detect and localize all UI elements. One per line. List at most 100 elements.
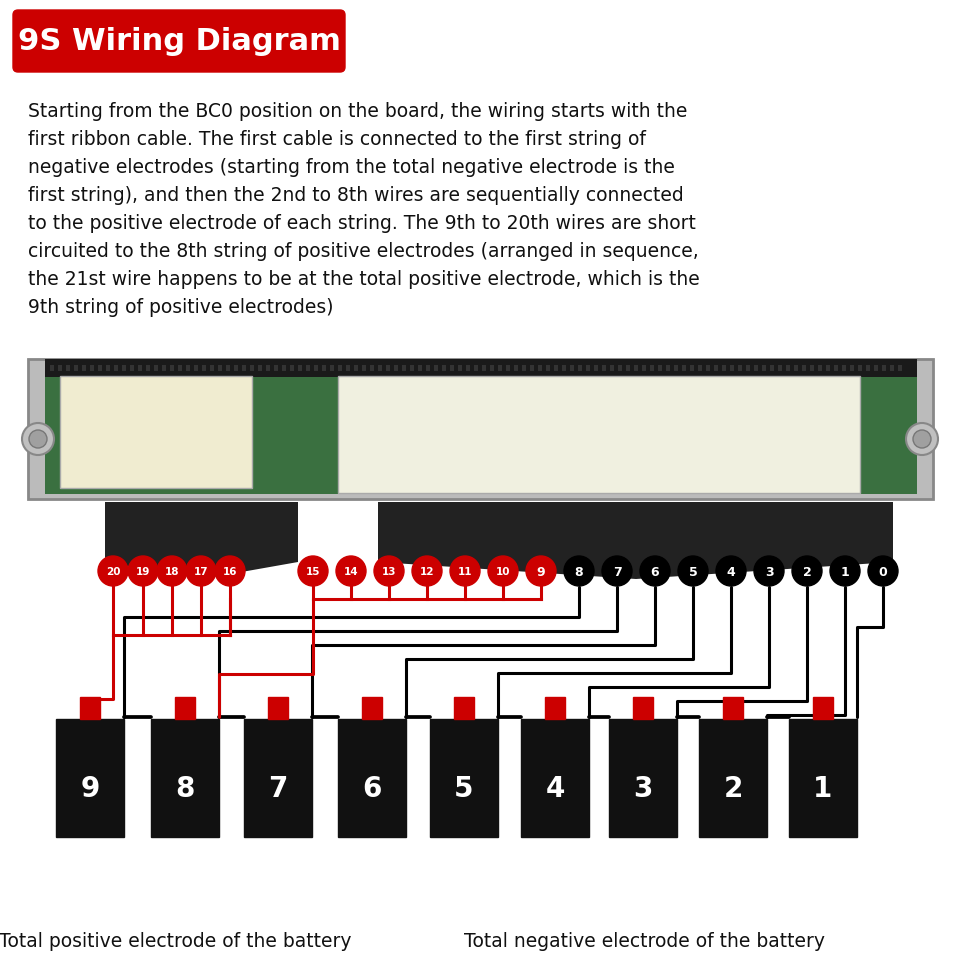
- Bar: [274, 366, 278, 372]
- Text: 3: 3: [634, 774, 653, 802]
- Bar: [813, 698, 833, 720]
- Bar: [850, 366, 854, 372]
- Bar: [58, 366, 62, 372]
- Bar: [130, 366, 134, 372]
- Text: 9th string of positive electrodes): 9th string of positive electrodes): [28, 297, 333, 316]
- Bar: [882, 366, 886, 372]
- Text: 4: 4: [727, 565, 735, 578]
- Text: 12: 12: [420, 566, 434, 577]
- Circle shape: [298, 557, 328, 586]
- Bar: [778, 366, 782, 372]
- Circle shape: [830, 557, 860, 586]
- Bar: [521, 720, 589, 837]
- Bar: [802, 366, 806, 372]
- Bar: [666, 366, 670, 372]
- Bar: [186, 366, 190, 372]
- Polygon shape: [105, 555, 298, 579]
- Text: first ribbon cable. The first cable is connected to the first string of: first ribbon cable. The first cable is c…: [28, 130, 646, 149]
- Bar: [394, 366, 398, 372]
- Circle shape: [754, 557, 784, 586]
- Bar: [322, 366, 326, 372]
- Bar: [746, 366, 750, 372]
- Text: 17: 17: [194, 566, 208, 577]
- Bar: [586, 366, 590, 372]
- Bar: [634, 366, 638, 372]
- Bar: [210, 366, 214, 372]
- Circle shape: [98, 557, 128, 586]
- Bar: [762, 366, 766, 372]
- Circle shape: [906, 423, 938, 456]
- Text: 5: 5: [688, 565, 697, 578]
- Bar: [538, 366, 542, 372]
- Bar: [170, 366, 174, 372]
- Text: 8: 8: [575, 565, 584, 578]
- Bar: [890, 366, 894, 372]
- Text: first string), and then the 2nd to 8th wires are sequentially connected: first string), and then the 2nd to 8th w…: [28, 186, 684, 205]
- Circle shape: [374, 557, 404, 586]
- Bar: [730, 366, 734, 372]
- Bar: [723, 698, 743, 720]
- Text: 16: 16: [223, 566, 237, 577]
- Bar: [90, 366, 94, 372]
- Text: 15: 15: [305, 566, 321, 577]
- Bar: [442, 366, 446, 372]
- Bar: [722, 366, 726, 372]
- Text: 1: 1: [841, 565, 850, 578]
- Bar: [562, 366, 566, 372]
- Bar: [330, 366, 334, 372]
- FancyBboxPatch shape: [338, 376, 860, 494]
- Bar: [151, 720, 219, 837]
- Text: the 21st wire happens to be at the total positive electrode, which is the: the 21st wire happens to be at the total…: [28, 270, 700, 289]
- Bar: [466, 366, 470, 372]
- Circle shape: [640, 557, 670, 586]
- Bar: [546, 366, 550, 372]
- Circle shape: [450, 557, 480, 586]
- Bar: [402, 366, 406, 372]
- Bar: [426, 366, 430, 372]
- Bar: [45, 359, 917, 377]
- Bar: [338, 720, 406, 837]
- Bar: [594, 366, 598, 372]
- Circle shape: [564, 557, 594, 586]
- Bar: [530, 366, 534, 372]
- Bar: [114, 366, 118, 372]
- Bar: [554, 366, 558, 372]
- Bar: [474, 366, 478, 372]
- Bar: [570, 366, 574, 372]
- Bar: [618, 366, 622, 372]
- Text: 4: 4: [545, 774, 564, 802]
- Bar: [298, 366, 302, 372]
- Circle shape: [913, 431, 931, 449]
- Bar: [250, 366, 254, 372]
- Bar: [386, 366, 390, 372]
- Bar: [178, 366, 182, 372]
- Bar: [146, 366, 150, 372]
- Bar: [874, 366, 878, 372]
- Bar: [234, 366, 238, 372]
- Circle shape: [488, 557, 518, 586]
- Bar: [690, 366, 694, 372]
- Bar: [154, 366, 158, 372]
- Text: 1: 1: [813, 774, 832, 802]
- Bar: [842, 366, 846, 372]
- Bar: [658, 366, 662, 372]
- Bar: [362, 698, 382, 720]
- Bar: [578, 366, 582, 372]
- Text: 8: 8: [176, 774, 195, 802]
- Bar: [514, 366, 518, 372]
- Text: negative electrodes (starting from the total negative electrode is the: negative electrodes (starting from the t…: [28, 158, 675, 177]
- Bar: [698, 366, 702, 372]
- Bar: [122, 366, 126, 372]
- Bar: [258, 366, 262, 372]
- Text: 2: 2: [803, 565, 811, 578]
- Bar: [282, 366, 286, 372]
- Bar: [362, 366, 366, 372]
- Circle shape: [215, 557, 245, 586]
- Text: 18: 18: [165, 566, 180, 577]
- Text: circuited to the 8th string of positive electrodes (arranged in sequence,: circuited to the 8th string of positive …: [28, 242, 699, 261]
- Bar: [430, 720, 498, 837]
- Bar: [642, 366, 646, 372]
- Polygon shape: [378, 555, 893, 579]
- Bar: [834, 366, 838, 372]
- Circle shape: [716, 557, 746, 586]
